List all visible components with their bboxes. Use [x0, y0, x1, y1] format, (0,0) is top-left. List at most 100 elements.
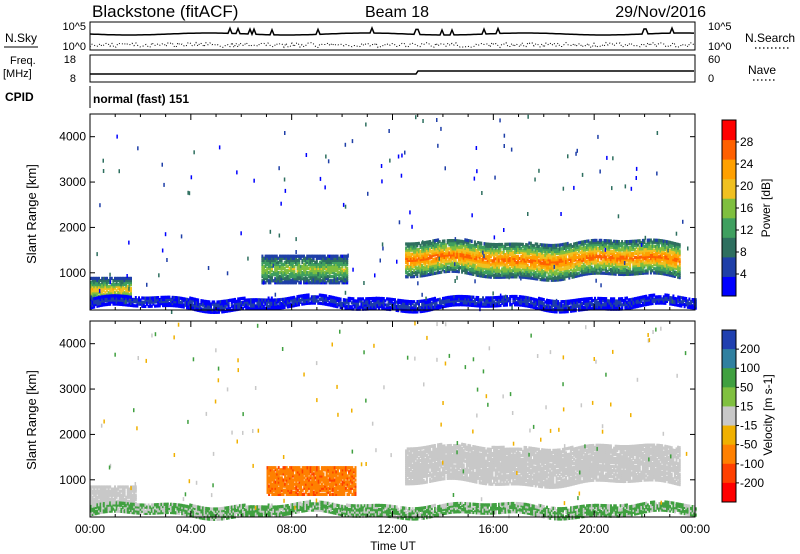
heatmap-cell: [98, 287, 100, 291]
heatmap-cell: [558, 272, 561, 276]
heatmap-cell: [454, 251, 457, 255]
heatmap-cell: [328, 262, 331, 267]
heatmap-cell: [677, 248, 680, 253]
heatmap-cell: [430, 266, 433, 270]
heatmap-cell: [595, 249, 598, 253]
heatmap-cell: [449, 247, 452, 251]
heatmap-cell: [493, 257, 496, 261]
heatmap-cell: [457, 259, 460, 264]
heatmap-cell: [493, 242, 496, 247]
heatmap-cell: [521, 244, 524, 249]
heatmap-cell: [507, 269, 510, 273]
heatmap-cell: [280, 281, 283, 285]
heatmap-cell: [542, 263, 545, 268]
heatmap-cell: [672, 257, 675, 262]
heatmap-cell: [443, 259, 446, 264]
heatmap-cell: [475, 265, 478, 269]
heatmap-cell: [502, 251, 505, 255]
heatmap-cell: [614, 239, 617, 244]
heatmap-cell: [272, 304, 275, 308]
heatmap-cell: [335, 262, 337, 267]
heatmap-cell: [504, 271, 507, 275]
heatmap-cell: [651, 254, 654, 259]
heatmap-cell: [539, 269, 542, 273]
heatmap-cell: [592, 249, 595, 253]
heatmap-cell: [472, 270, 475, 274]
heatmap-cell: [555, 272, 558, 276]
heatmap-cell: [272, 256, 275, 260]
heatmap-cell: [627, 254, 630, 258]
heatmap-cell: [472, 248, 475, 252]
heatmap-cell: [576, 245, 579, 249]
heatmap-cell: [106, 302, 108, 307]
heatmap-cell: [408, 248, 411, 252]
heatmap-cell: [553, 272, 556, 276]
heatmap-cell: [312, 281, 315, 285]
heatmap-cell: [264, 281, 267, 285]
heatmap-cell: [110, 298, 113, 302]
heatmap-cell: [115, 280, 118, 285]
heatmap-cell: [104, 287, 107, 291]
heatmap-cell: [275, 279, 278, 283]
heatmap-cell: [507, 254, 510, 259]
heatmap-cell: [648, 240, 651, 244]
heatmap-cell: [232, 298, 235, 302]
heatmap-cell: [309, 281, 312, 285]
heatmap-cell: [566, 244, 569, 248]
heatmap-cell: [331, 260, 334, 264]
heatmap-cell: [96, 296, 99, 300]
heatmap-cell: [275, 275, 278, 279]
heatmap-cell: [330, 254, 333, 258]
heatmap-cell: [557, 243, 560, 247]
heatmap-cell: [563, 269, 566, 273]
heatmap-cell: [319, 266, 321, 271]
heatmap-cell: [673, 252, 676, 256]
heatmap-cell: [323, 262, 326, 267]
heatmap-cell: [267, 270, 270, 275]
heatmap-cell: [611, 243, 614, 247]
heatmap-cell: [566, 252, 569, 256]
heatmap-cell: [609, 261, 612, 266]
heatmap-cell: [598, 238, 601, 243]
heatmap-cell: [497, 269, 500, 273]
heatmap-cell: [320, 275, 323, 279]
heatmap-cell: [645, 242, 648, 247]
heatmap-cell: [298, 254, 301, 258]
heatmap-cell: [560, 249, 563, 253]
heatmap-cell: [118, 283, 121, 287]
heatmap-cell: [464, 246, 467, 250]
heatmap-cell: [656, 248, 659, 253]
heatmap-cell: [576, 247, 579, 251]
heatmap-cell: [126, 299, 129, 303]
heatmap-cell: [451, 267, 454, 271]
heatmap-cell: [344, 256, 347, 260]
heatmap-cell: [134, 304, 137, 308]
heatmap-cell: [424, 265, 427, 269]
heatmap-cell: [416, 248, 419, 252]
heatmap-cell: [632, 252, 635, 256]
heatmap-cell: [529, 262, 532, 266]
heatmap-cell: [547, 262, 550, 266]
heatmap-cell: [598, 255, 601, 259]
heatmap-cell: [125, 303, 128, 307]
heatmap-cell: [550, 264, 553, 268]
heatmap-cell: [472, 264, 475, 268]
heatmap-cell: [298, 258, 301, 262]
heatmap-cell: [633, 262, 636, 266]
heatmap-cell: [283, 297, 286, 301]
heatmap-cell: [430, 268, 433, 272]
heatmap-cell: [475, 250, 478, 255]
heatmap-cell: [154, 304, 156, 308]
heatmap-cell: [477, 247, 480, 251]
heatmap-cell: [549, 274, 552, 278]
heatmap-cell: [343, 260, 345, 264]
heatmap-cell: [328, 270, 331, 275]
heatmap-cell: [609, 259, 612, 264]
heatmap-cell: [613, 243, 616, 248]
heatmap-cell: [246, 306, 249, 310]
heatmap-cell: [213, 304, 216, 308]
heatmap-cell: [176, 304, 179, 308]
heatmap-cell: [122, 294, 124, 298]
heatmap-cell: [565, 254, 568, 258]
heatmap-cell: [539, 243, 542, 247]
